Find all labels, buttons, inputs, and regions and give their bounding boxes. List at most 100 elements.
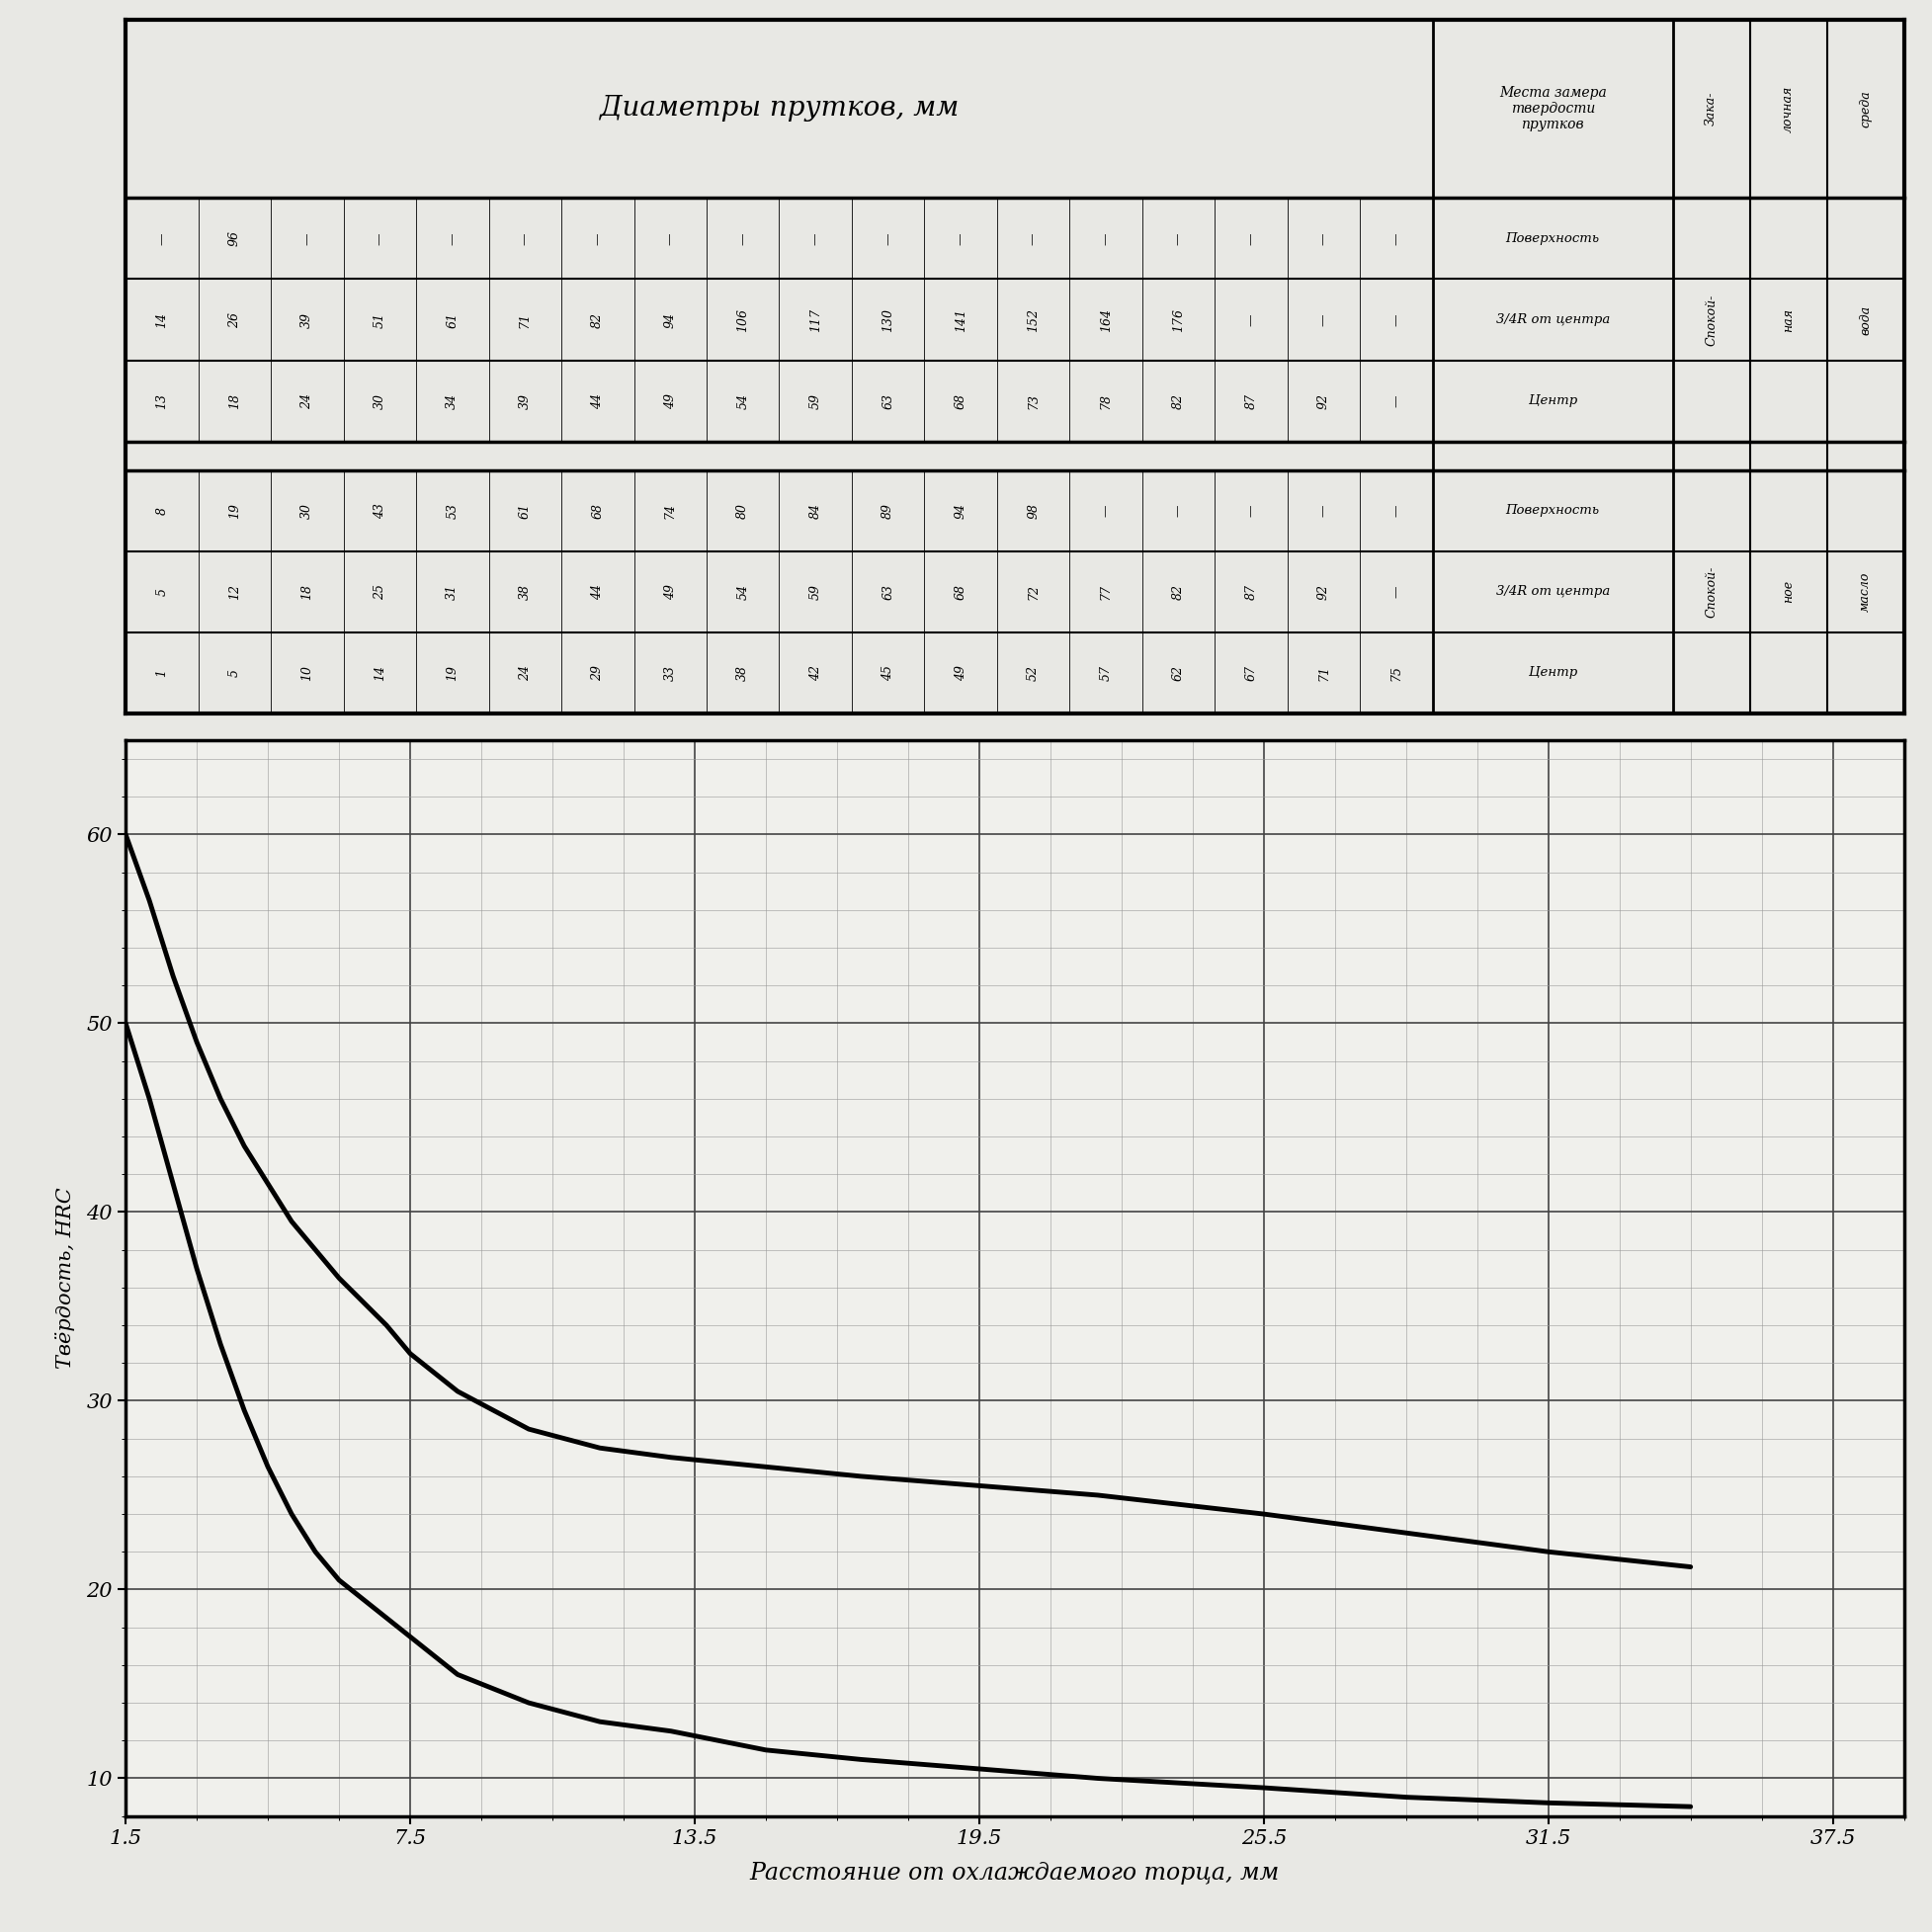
Text: 176: 176 bbox=[1171, 307, 1184, 332]
Text: 19: 19 bbox=[228, 502, 242, 518]
Text: —: — bbox=[155, 232, 168, 245]
Text: 164: 164 bbox=[1099, 307, 1111, 332]
Text: 14: 14 bbox=[155, 311, 168, 328]
Text: 13: 13 bbox=[155, 392, 168, 410]
Text: 62: 62 bbox=[1171, 665, 1184, 680]
Text: 44: 44 bbox=[591, 392, 605, 410]
Text: 33: 33 bbox=[663, 665, 676, 680]
Text: 94: 94 bbox=[663, 311, 676, 328]
Text: 98: 98 bbox=[1026, 502, 1039, 518]
Text: 10: 10 bbox=[301, 665, 313, 680]
Text: Поверхность: Поверхность bbox=[1505, 504, 1600, 518]
Text: 96: 96 bbox=[228, 230, 242, 247]
Text: —: — bbox=[1389, 585, 1403, 597]
Text: 49: 49 bbox=[954, 665, 966, 680]
Text: 152: 152 bbox=[1026, 307, 1039, 332]
Text: 43: 43 bbox=[373, 502, 386, 518]
Text: ное: ное bbox=[1781, 580, 1795, 603]
Text: 73: 73 bbox=[1026, 392, 1039, 410]
Text: 29: 29 bbox=[591, 665, 605, 680]
Text: 18: 18 bbox=[301, 583, 313, 599]
Text: 57: 57 bbox=[1099, 665, 1111, 680]
Text: 92: 92 bbox=[1318, 583, 1329, 599]
Text: 3/4R от центра: 3/4R от центра bbox=[1495, 313, 1609, 327]
Text: 72: 72 bbox=[1026, 583, 1039, 599]
Text: 49: 49 bbox=[663, 392, 676, 410]
Text: —: — bbox=[1389, 504, 1403, 516]
Text: Зака-: Зака- bbox=[1704, 91, 1718, 126]
Text: вода: вода bbox=[1859, 305, 1870, 334]
X-axis label: Расстояние от охлаждаемого торца, мм: Расстояние от охлаждаемого торца, мм bbox=[750, 1862, 1279, 1884]
Text: 75: 75 bbox=[1389, 665, 1403, 680]
Text: 87: 87 bbox=[1244, 392, 1258, 410]
Text: —: — bbox=[518, 232, 531, 245]
Text: 14: 14 bbox=[373, 665, 386, 680]
Text: —: — bbox=[446, 232, 458, 245]
Text: —: — bbox=[1171, 232, 1184, 245]
Text: 54: 54 bbox=[736, 583, 750, 599]
Text: 39: 39 bbox=[301, 311, 313, 328]
Text: 63: 63 bbox=[881, 392, 895, 410]
Text: 52: 52 bbox=[1026, 665, 1039, 680]
Text: —: — bbox=[1389, 313, 1403, 327]
Text: 26: 26 bbox=[228, 311, 242, 328]
Text: 117: 117 bbox=[810, 307, 821, 332]
Text: 45: 45 bbox=[881, 665, 895, 680]
Text: —: — bbox=[1244, 504, 1258, 516]
Text: —: — bbox=[1244, 313, 1258, 327]
Text: 25: 25 bbox=[373, 583, 386, 599]
Text: 68: 68 bbox=[954, 392, 966, 410]
Text: 30: 30 bbox=[373, 392, 386, 410]
Text: Места замера
твердости
прутков: Места замера твердости прутков bbox=[1499, 85, 1605, 131]
Text: —: — bbox=[1099, 232, 1111, 245]
Text: —: — bbox=[1318, 232, 1329, 245]
Text: Поверхность: Поверхность bbox=[1505, 232, 1600, 245]
Text: 34: 34 bbox=[446, 392, 458, 410]
Text: 51: 51 bbox=[373, 311, 386, 328]
Text: Спокой-: Спокой- bbox=[1704, 566, 1718, 618]
Text: 87: 87 bbox=[1244, 583, 1258, 599]
Text: 1: 1 bbox=[155, 668, 168, 676]
Text: —: — bbox=[1318, 504, 1329, 516]
Text: 82: 82 bbox=[1171, 392, 1184, 410]
Text: —: — bbox=[954, 232, 966, 245]
Text: 59: 59 bbox=[810, 583, 821, 599]
Text: среда: среда bbox=[1859, 91, 1870, 128]
Text: 92: 92 bbox=[1318, 392, 1329, 410]
Text: 106: 106 bbox=[736, 307, 750, 332]
Text: 130: 130 bbox=[881, 307, 895, 332]
Text: —: — bbox=[591, 232, 605, 245]
Text: —: — bbox=[810, 232, 821, 245]
Text: —: — bbox=[736, 232, 750, 245]
Text: Спокой-: Спокой- bbox=[1704, 294, 1718, 346]
Text: 89: 89 bbox=[881, 502, 895, 518]
Text: 44: 44 bbox=[591, 583, 605, 599]
Y-axis label: Твёрдость, HRC: Твёрдость, HRC bbox=[56, 1188, 75, 1370]
Text: 24: 24 bbox=[301, 392, 313, 410]
Text: 63: 63 bbox=[881, 583, 895, 599]
Text: 30: 30 bbox=[301, 502, 313, 518]
Text: Центр: Центр bbox=[1528, 667, 1577, 680]
Text: 5: 5 bbox=[155, 587, 168, 595]
Text: —: — bbox=[1244, 232, 1258, 245]
Text: 12: 12 bbox=[228, 583, 242, 599]
Text: —: — bbox=[663, 232, 676, 245]
Text: 67: 67 bbox=[1244, 665, 1258, 680]
Text: 68: 68 bbox=[591, 502, 605, 518]
Text: 8: 8 bbox=[155, 506, 168, 514]
Text: лочная: лочная bbox=[1781, 85, 1795, 131]
Text: 19: 19 bbox=[446, 665, 458, 680]
Text: 61: 61 bbox=[446, 311, 458, 328]
Text: Центр: Центр bbox=[1528, 394, 1577, 408]
Text: —: — bbox=[1171, 504, 1184, 516]
Text: 31: 31 bbox=[446, 583, 458, 599]
Text: —: — bbox=[881, 232, 895, 245]
Text: —: — bbox=[301, 232, 313, 245]
Text: —: — bbox=[1389, 394, 1403, 408]
Text: ная: ная bbox=[1781, 307, 1795, 332]
Text: 59: 59 bbox=[810, 392, 821, 410]
Text: 84: 84 bbox=[810, 502, 821, 518]
Text: 68: 68 bbox=[954, 583, 966, 599]
Text: —: — bbox=[1099, 504, 1111, 516]
Text: 94: 94 bbox=[954, 502, 966, 518]
